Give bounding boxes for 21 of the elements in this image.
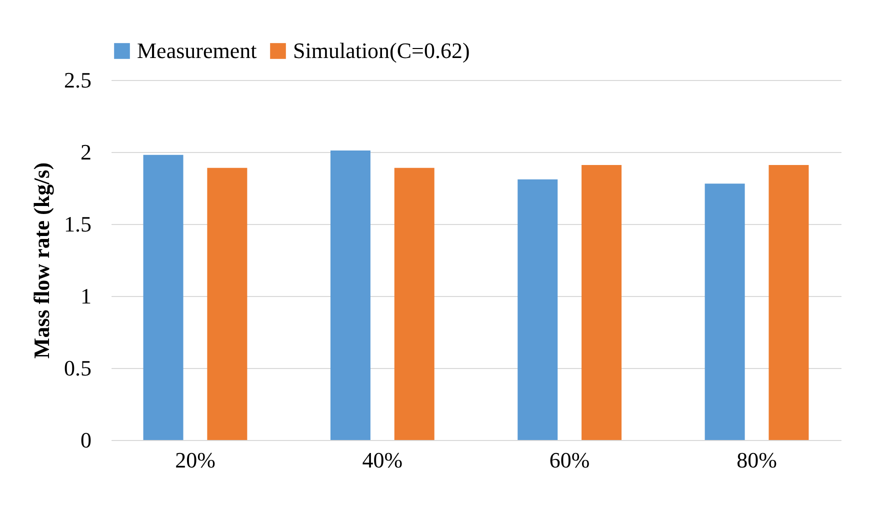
bar xyxy=(582,164,622,440)
bar xyxy=(518,179,558,440)
x-tick-label: 40% xyxy=(362,448,403,472)
legend-label: Measurement xyxy=(137,38,257,63)
bar xyxy=(143,154,184,440)
y-tick-label: 2.5 xyxy=(64,68,92,92)
y-tick-label: 0.5 xyxy=(64,356,92,380)
x-tick-label: 80% xyxy=(736,448,777,472)
y-axis-title: Mass flow rate (kg/s) xyxy=(29,162,54,359)
legend-label: Simulation(C=0.62) xyxy=(293,38,470,63)
x-tick-label: 60% xyxy=(549,448,590,472)
y-tick-label: 0 xyxy=(80,428,92,452)
bar xyxy=(207,168,248,440)
bar xyxy=(704,184,745,440)
x-tick-label: 20% xyxy=(175,448,216,472)
y-tick-label: 2 xyxy=(80,140,92,164)
bar xyxy=(394,168,434,440)
bar xyxy=(330,150,370,440)
bar xyxy=(768,164,809,440)
y-tick-label: 1 xyxy=(80,284,92,308)
y-tick-label: 1.5 xyxy=(64,212,92,236)
